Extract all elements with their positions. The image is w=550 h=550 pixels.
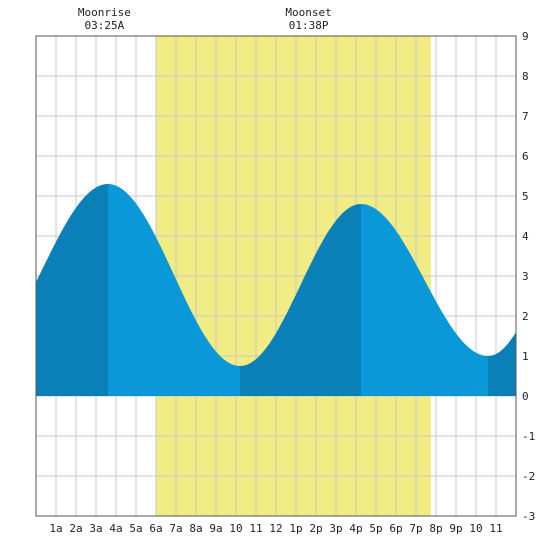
x-tick-label: 12: [269, 522, 282, 535]
y-tick-label: 4: [522, 230, 529, 243]
moon-event-label: Moonset: [285, 6, 331, 19]
y-tick-label: 2: [522, 310, 529, 323]
x-tick-label: 10: [229, 522, 242, 535]
plot-frame: [35, 35, 517, 517]
y-tick-label: 9: [522, 30, 529, 43]
x-tick-label: 3a: [89, 522, 102, 535]
x-tick-label: 2p: [309, 522, 322, 535]
y-tick-label: 8: [522, 70, 529, 83]
tide-falling-segment: [361, 204, 488, 396]
moon-event-time: 03:25A: [85, 19, 125, 32]
x-tick-label: 7p: [409, 522, 422, 535]
tide-falling-segment: [108, 184, 240, 396]
y-tick-label: 7: [522, 110, 529, 123]
x-tick-label: 6p: [389, 522, 402, 535]
y-axis-tick-labels: -3 -2 -1 0 1 2 3 4 5 6 7 8 9: [522, 30, 535, 523]
y-tick-label: 6: [522, 150, 529, 163]
y-tick-label: 5: [522, 190, 529, 203]
x-tick-label: 6a: [149, 522, 162, 535]
x-axis-tick-labels: 1a 2a 3a 4a 5a 6a 7a 8a 9a 10 11 12 1p 2p 3p 4p 5p 6p 7p 8p…: [49, 522, 502, 535]
tide-rising-segment: [36, 184, 108, 396]
x-tick-label: 10: [469, 522, 482, 535]
y-tick-label: -2: [522, 470, 535, 483]
tide-area-layer: [36, 184, 516, 396]
x-tick-label: 2a: [69, 522, 82, 535]
y-tick-label: 3: [522, 270, 529, 283]
tide-rising-segment: [488, 332, 516, 396]
moon-event-label: Moonrise: [78, 6, 131, 19]
moon-event-time: 01:38P: [289, 19, 329, 32]
x-tick-label: 4a: [109, 522, 122, 535]
x-tick-label: 4p: [349, 522, 362, 535]
y-tick-label: 1: [522, 350, 529, 363]
x-tick-label: 11: [249, 522, 262, 535]
x-tick-label: 5a: [129, 522, 142, 535]
tide-rising-segment: [240, 204, 361, 396]
x-tick-label: 1a: [49, 522, 62, 535]
x-tick-label: 8a: [189, 522, 202, 535]
x-tick-label: 9a: [209, 522, 222, 535]
x-tick-label: 5p: [369, 522, 382, 535]
y-tick-label: 0: [522, 390, 529, 403]
x-tick-label: 11: [489, 522, 502, 535]
y-tick-label: -1: [522, 430, 535, 443]
y-tick-label: -3: [522, 510, 535, 523]
x-tick-label: 9p: [449, 522, 462, 535]
x-tick-label: 7a: [169, 522, 182, 535]
x-tick-label: 8p: [429, 522, 442, 535]
x-tick-label: 1p: [289, 522, 302, 535]
x-tick-label: 3p: [329, 522, 342, 535]
